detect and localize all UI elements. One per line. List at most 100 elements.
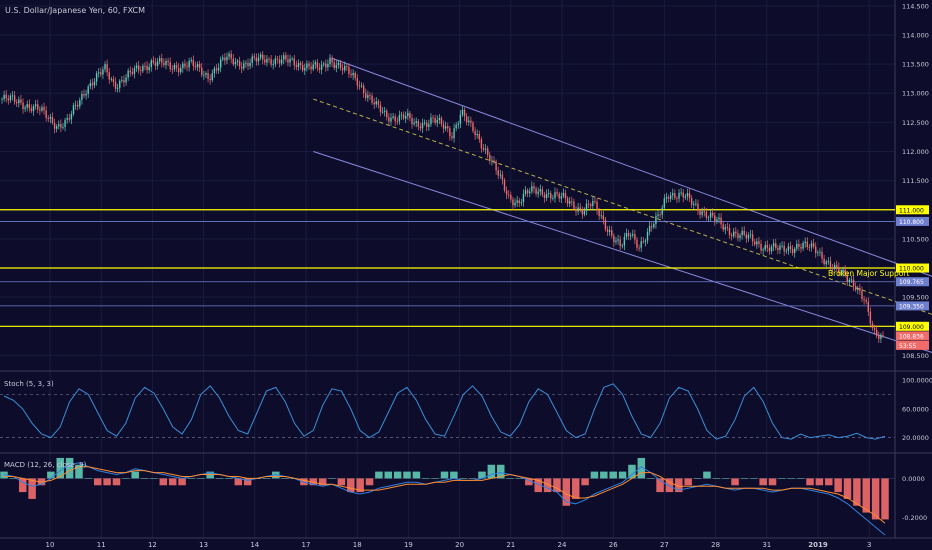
- candle-body: [95, 73, 98, 82]
- candle-body: [850, 279, 853, 281]
- candle-body: [733, 231, 735, 237]
- candle-body: [413, 122, 415, 125]
- candle-body: [802, 243, 804, 249]
- candle-body: [394, 116, 396, 122]
- candle-body: [276, 58, 279, 60]
- candle-body: [205, 73, 207, 75]
- candle-body: [171, 69, 174, 70]
- price-pane[interactable]: [0, 50, 932, 355]
- candle-body: [51, 117, 54, 123]
- candle-body: [232, 58, 234, 65]
- candle-body: [531, 186, 533, 192]
- candle-body: [325, 63, 327, 68]
- macd-histogram-bar: [431, 478, 439, 479]
- candle-body: [293, 58, 295, 66]
- candle-body: [274, 58, 277, 65]
- candle-body: [201, 67, 203, 76]
- candle-body: [68, 118, 70, 120]
- candle-body: [737, 233, 739, 239]
- candle-body: [770, 246, 773, 252]
- broken-support-annotation: Broken Major Support: [828, 269, 909, 278]
- candle-body: [623, 237, 626, 246]
- x-tick-label: 11: [97, 541, 106, 549]
- candle-body: [497, 170, 499, 176]
- candle-body: [215, 68, 218, 71]
- signal-line: [4, 466, 886, 524]
- candle-body: [739, 235, 741, 239]
- stoch-tick-label: 20.0000: [902, 434, 929, 442]
- macd-histogram-bar: [478, 471, 486, 479]
- candle-body: [468, 120, 470, 123]
- candle-body: [390, 117, 392, 122]
- candle-body: [114, 82, 117, 89]
- macd-histogram-bar: [28, 478, 36, 499]
- candle-body: [186, 66, 188, 68]
- candle-body: [686, 193, 689, 197]
- macd-histogram-bar: [590, 471, 599, 479]
- candle-body: [234, 61, 237, 65]
- macd-pane[interactable]: [0, 457, 895, 536]
- macd-histogram-bar: [646, 478, 655, 479]
- candle-body: [747, 234, 750, 239]
- candle-body: [833, 264, 836, 269]
- candle-body: [491, 160, 493, 162]
- candle-body: [362, 85, 365, 93]
- macd-histogram-bar: [459, 478, 467, 479]
- candle-body: [447, 126, 449, 129]
- macd-histogram-bar: [272, 471, 280, 479]
- candle-body: [848, 279, 851, 282]
- candle-body: [32, 106, 35, 112]
- candle-body: [392, 116, 394, 118]
- candle-body: [323, 63, 325, 65]
- candle-body: [678, 192, 680, 199]
- candle-body: [272, 64, 274, 66]
- candle-body: [489, 154, 491, 161]
- candle-body: [815, 246, 817, 254]
- candle-body: [108, 72, 110, 80]
- candle-body: [409, 112, 411, 118]
- macd-title: MACD (12, 26, close, 9): [4, 461, 87, 469]
- candle-body: [386, 110, 388, 118]
- candle-body: [600, 215, 602, 217]
- candle-body: [310, 66, 312, 70]
- candle-body: [703, 211, 705, 213]
- candle-body: [606, 229, 609, 232]
- macd-histogram-bar: [168, 478, 177, 486]
- candle-body: [137, 65, 140, 71]
- candle-body: [836, 264, 838, 267]
- macd-histogram-bar: [450, 471, 458, 479]
- candle-body: [64, 119, 66, 127]
- candle-body: [5, 94, 7, 99]
- candle-body: [701, 211, 703, 215]
- candle-body: [882, 334, 884, 336]
- macd-histogram-bar: [103, 478, 111, 486]
- macd-histogram-bar: [0, 471, 8, 479]
- price-tick-label: 108.500: [902, 352, 929, 360]
- candle-body: [360, 85, 363, 87]
- candle-body: [30, 108, 33, 112]
- candle-body: [619, 239, 621, 247]
- candle-body: [478, 133, 480, 140]
- x-tick-label: 13: [199, 541, 208, 549]
- candle-body: [808, 247, 811, 248]
- macd-histogram-bar: [487, 464, 496, 479]
- candle-body: [503, 179, 506, 191]
- candle-body: [55, 126, 58, 129]
- candle-body: [190, 59, 192, 61]
- macd-histogram-bar: [412, 471, 421, 479]
- level-badge-label: 110.800: [899, 219, 924, 226]
- candle-body: [672, 193, 674, 196]
- candle-body: [257, 57, 260, 62]
- candle-body: [20, 99, 22, 103]
- candle-body: [812, 243, 815, 247]
- candle-body: [72, 105, 75, 114]
- candle-body: [161, 58, 163, 63]
- candle-body: [198, 63, 201, 68]
- candle-body: [121, 79, 123, 81]
- candle-body: [480, 139, 483, 149]
- macd-histogram-bar: [778, 478, 786, 479]
- stoch-pane[interactable]: [0, 383, 895, 440]
- level-badge-label: 109.350: [899, 303, 924, 310]
- macd-histogram-bar: [93, 478, 102, 486]
- candle-body: [579, 207, 581, 209]
